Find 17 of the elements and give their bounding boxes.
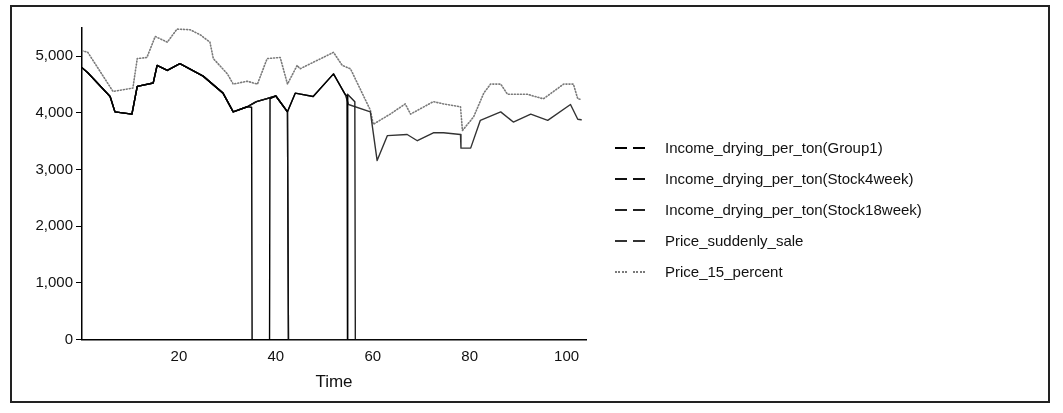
legend-label: Income_drying_per_ton(Group1) bbox=[665, 139, 883, 156]
legend-label: Income_drying_per_ton(Stock18week) bbox=[665, 201, 922, 218]
x-tick-label: 80 bbox=[461, 346, 479, 364]
legend-label: Price_15_percent bbox=[665, 263, 783, 280]
x-tick-label: 100 bbox=[554, 346, 580, 364]
y-tick-label: 2,000 bbox=[35, 216, 73, 234]
y-tick-label: 4,000 bbox=[35, 103, 73, 121]
legend-label: Income_drying_per_ton(Stock4week) bbox=[665, 170, 914, 187]
x-tick-label: 60 bbox=[364, 346, 382, 364]
legend-label: Price_suddenly_sale bbox=[665, 232, 804, 249]
y-tick-label: 3,000 bbox=[35, 159, 73, 177]
x-tick-label: 20 bbox=[170, 346, 188, 364]
x-axis-title: Time bbox=[315, 372, 353, 392]
y-tick-label: 5,000 bbox=[35, 46, 73, 64]
x-tick-label: 40 bbox=[267, 346, 285, 364]
y-tick-label: 0 bbox=[64, 329, 73, 347]
y-tick-label: 1,000 bbox=[35, 273, 73, 291]
